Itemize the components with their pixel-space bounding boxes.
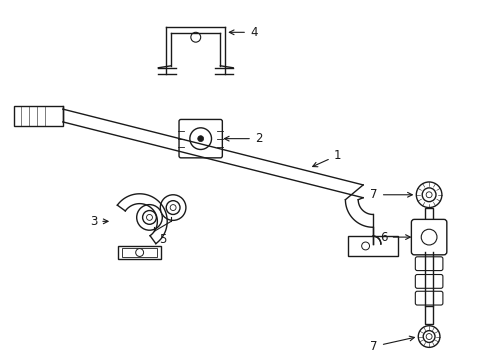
FancyBboxPatch shape xyxy=(414,291,442,305)
Text: 3: 3 xyxy=(90,215,108,228)
Text: 5: 5 xyxy=(159,233,166,246)
Circle shape xyxy=(420,229,436,245)
Circle shape xyxy=(170,204,176,211)
Circle shape xyxy=(421,188,435,202)
Circle shape xyxy=(146,215,152,220)
Circle shape xyxy=(189,128,211,149)
Text: 6: 6 xyxy=(380,231,409,244)
Circle shape xyxy=(417,326,439,347)
Bar xyxy=(122,248,157,257)
Text: 4: 4 xyxy=(229,26,257,39)
Text: 1: 1 xyxy=(312,149,341,167)
Text: 7: 7 xyxy=(369,188,411,201)
Bar xyxy=(118,246,161,260)
Circle shape xyxy=(425,192,431,198)
FancyBboxPatch shape xyxy=(410,219,446,255)
Text: 2: 2 xyxy=(224,132,262,145)
Circle shape xyxy=(160,195,185,220)
FancyBboxPatch shape xyxy=(414,275,442,288)
Circle shape xyxy=(142,211,156,224)
Circle shape xyxy=(166,201,180,215)
Circle shape xyxy=(422,330,434,342)
Circle shape xyxy=(361,242,369,250)
Bar xyxy=(14,106,63,126)
Text: 7: 7 xyxy=(369,336,413,353)
Bar xyxy=(424,306,432,324)
FancyBboxPatch shape xyxy=(414,257,442,271)
FancyBboxPatch shape xyxy=(179,120,222,158)
Circle shape xyxy=(425,334,431,339)
Circle shape xyxy=(137,204,162,230)
Bar xyxy=(424,208,432,222)
Circle shape xyxy=(415,182,441,208)
Bar xyxy=(347,236,397,256)
Circle shape xyxy=(190,32,200,42)
Circle shape xyxy=(197,136,203,141)
Circle shape xyxy=(136,248,143,256)
